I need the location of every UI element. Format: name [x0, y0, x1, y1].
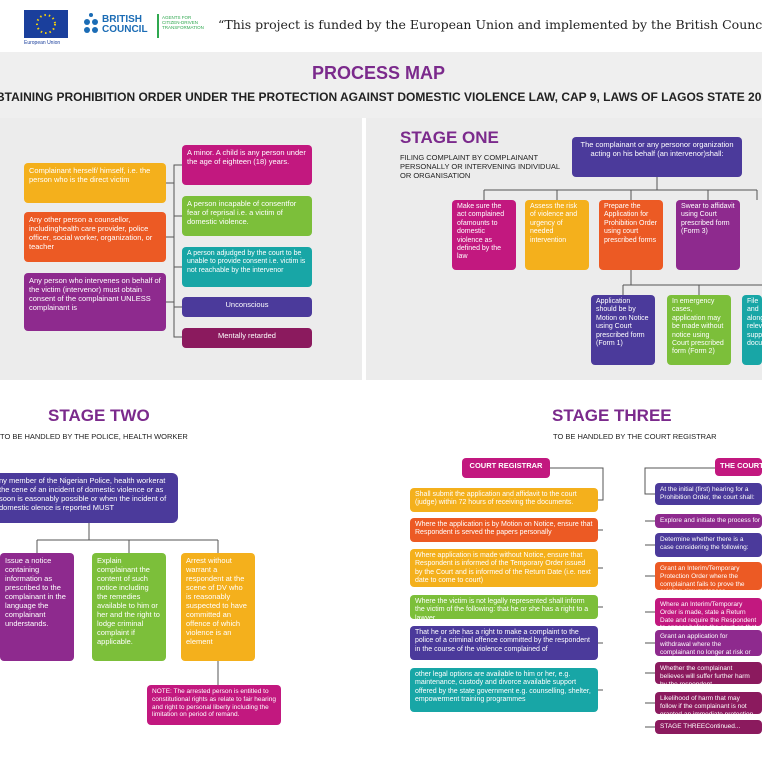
text-box: COURT REGISTRAR [462, 458, 550, 478]
label: TO BE HANDLED BY THE COURT REGISTRAR [553, 432, 717, 441]
label: BTAINING PROHIBITION ORDER UNDER THE PRO… [0, 90, 762, 104]
text-box: Where the victim is not legally represen… [410, 595, 598, 619]
text-box: Whether the complainant believes will su… [655, 662, 762, 684]
eu-stars [36, 14, 56, 34]
text-box: Arrest without warrant a respondent at t… [181, 553, 255, 661]
text-box: That he or she has a right to make a com… [410, 626, 598, 660]
text-box: Grant an Interim/Temporary Protection Or… [655, 562, 762, 590]
text-box: A person incapable of consentfor fear of… [182, 196, 312, 236]
label: PROCESS MAP [312, 63, 446, 83]
text-box: Grant an application for withdrawal wher… [655, 630, 762, 656]
text-box: Any person who intervenes on behalf of t… [24, 273, 166, 331]
text-box: NOTE: The arrested person is entitled to… [147, 685, 281, 725]
label: BRITISH COUNCIL [102, 14, 148, 35]
text-box: Swear to affidavit using Court prescribe… [676, 200, 740, 270]
label: AGENTS FOR CITIZEN-DRIVEN TRANSFORMATION [162, 15, 204, 30]
text-box: Assess the risk of violence and urgency … [525, 200, 589, 270]
text-box: At the initial (first) hearing for a Pro… [655, 483, 762, 505]
text-box: A minor. A child is any person under the… [182, 145, 312, 185]
text-box: Issue a notice containing information as… [0, 553, 74, 661]
text-box: other legal options are available to him… [410, 668, 598, 712]
text-box: Unconscious [182, 297, 312, 317]
label: FILING COMPLAINT BY COMPLAINANT PERSONAL… [400, 153, 560, 180]
text-box: Shall submit the application and affidav… [410, 488, 598, 512]
text-box: Where application is made without Notice… [410, 549, 598, 587]
title-band [0, 52, 762, 118]
label: STAGE THREE [552, 406, 672, 425]
text-box: Likelihood of harm that may follow if th… [655, 692, 762, 714]
text-box: Mentally retarded [182, 328, 312, 348]
text-box: Make sure the act complained ofamounts t… [452, 200, 516, 270]
text-box: A person adjudged by the court to be una… [182, 247, 312, 287]
text-box: Any other person a counsellor, including… [24, 212, 166, 262]
label: European Union [24, 40, 61, 46]
text-box: ny member of the Nigerian Police, health… [0, 473, 178, 523]
label: TO BE HANDLED BY THE POLICE, HEALTH WORK… [0, 432, 188, 441]
bc-dots [84, 13, 98, 33]
label: STAGE TWO [48, 406, 150, 425]
text-box: The complainant or any personor organiza… [572, 137, 742, 177]
text-box: Explain complainant the content of such … [92, 553, 166, 661]
text-box: Determine whether there is a case consid… [655, 533, 762, 557]
text-box: In emergency cases, application may be m… [667, 295, 731, 365]
label: STAGE ONE [400, 128, 499, 147]
text-box: Application should be by Motion on Notic… [591, 295, 655, 365]
text-box: Explore and initiate the process for [655, 514, 762, 528]
text-box: Prepare the Application for Prohibition … [599, 200, 663, 270]
text-box: THE COURT [715, 458, 762, 476]
text-box: Where the application is by Motion on No… [410, 518, 598, 542]
text-box: File and along relevant supporting docum… [742, 295, 762, 365]
text-box: Where an Interim/Temporary Order is made… [655, 598, 762, 626]
text-box: STAGE THREEContinued... [655, 720, 762, 734]
connectors [36, 164, 762, 728]
label: “This project is funded by the European … [218, 17, 762, 32]
text-box: Complainant herself/ himself, i.e. the p… [24, 163, 166, 203]
